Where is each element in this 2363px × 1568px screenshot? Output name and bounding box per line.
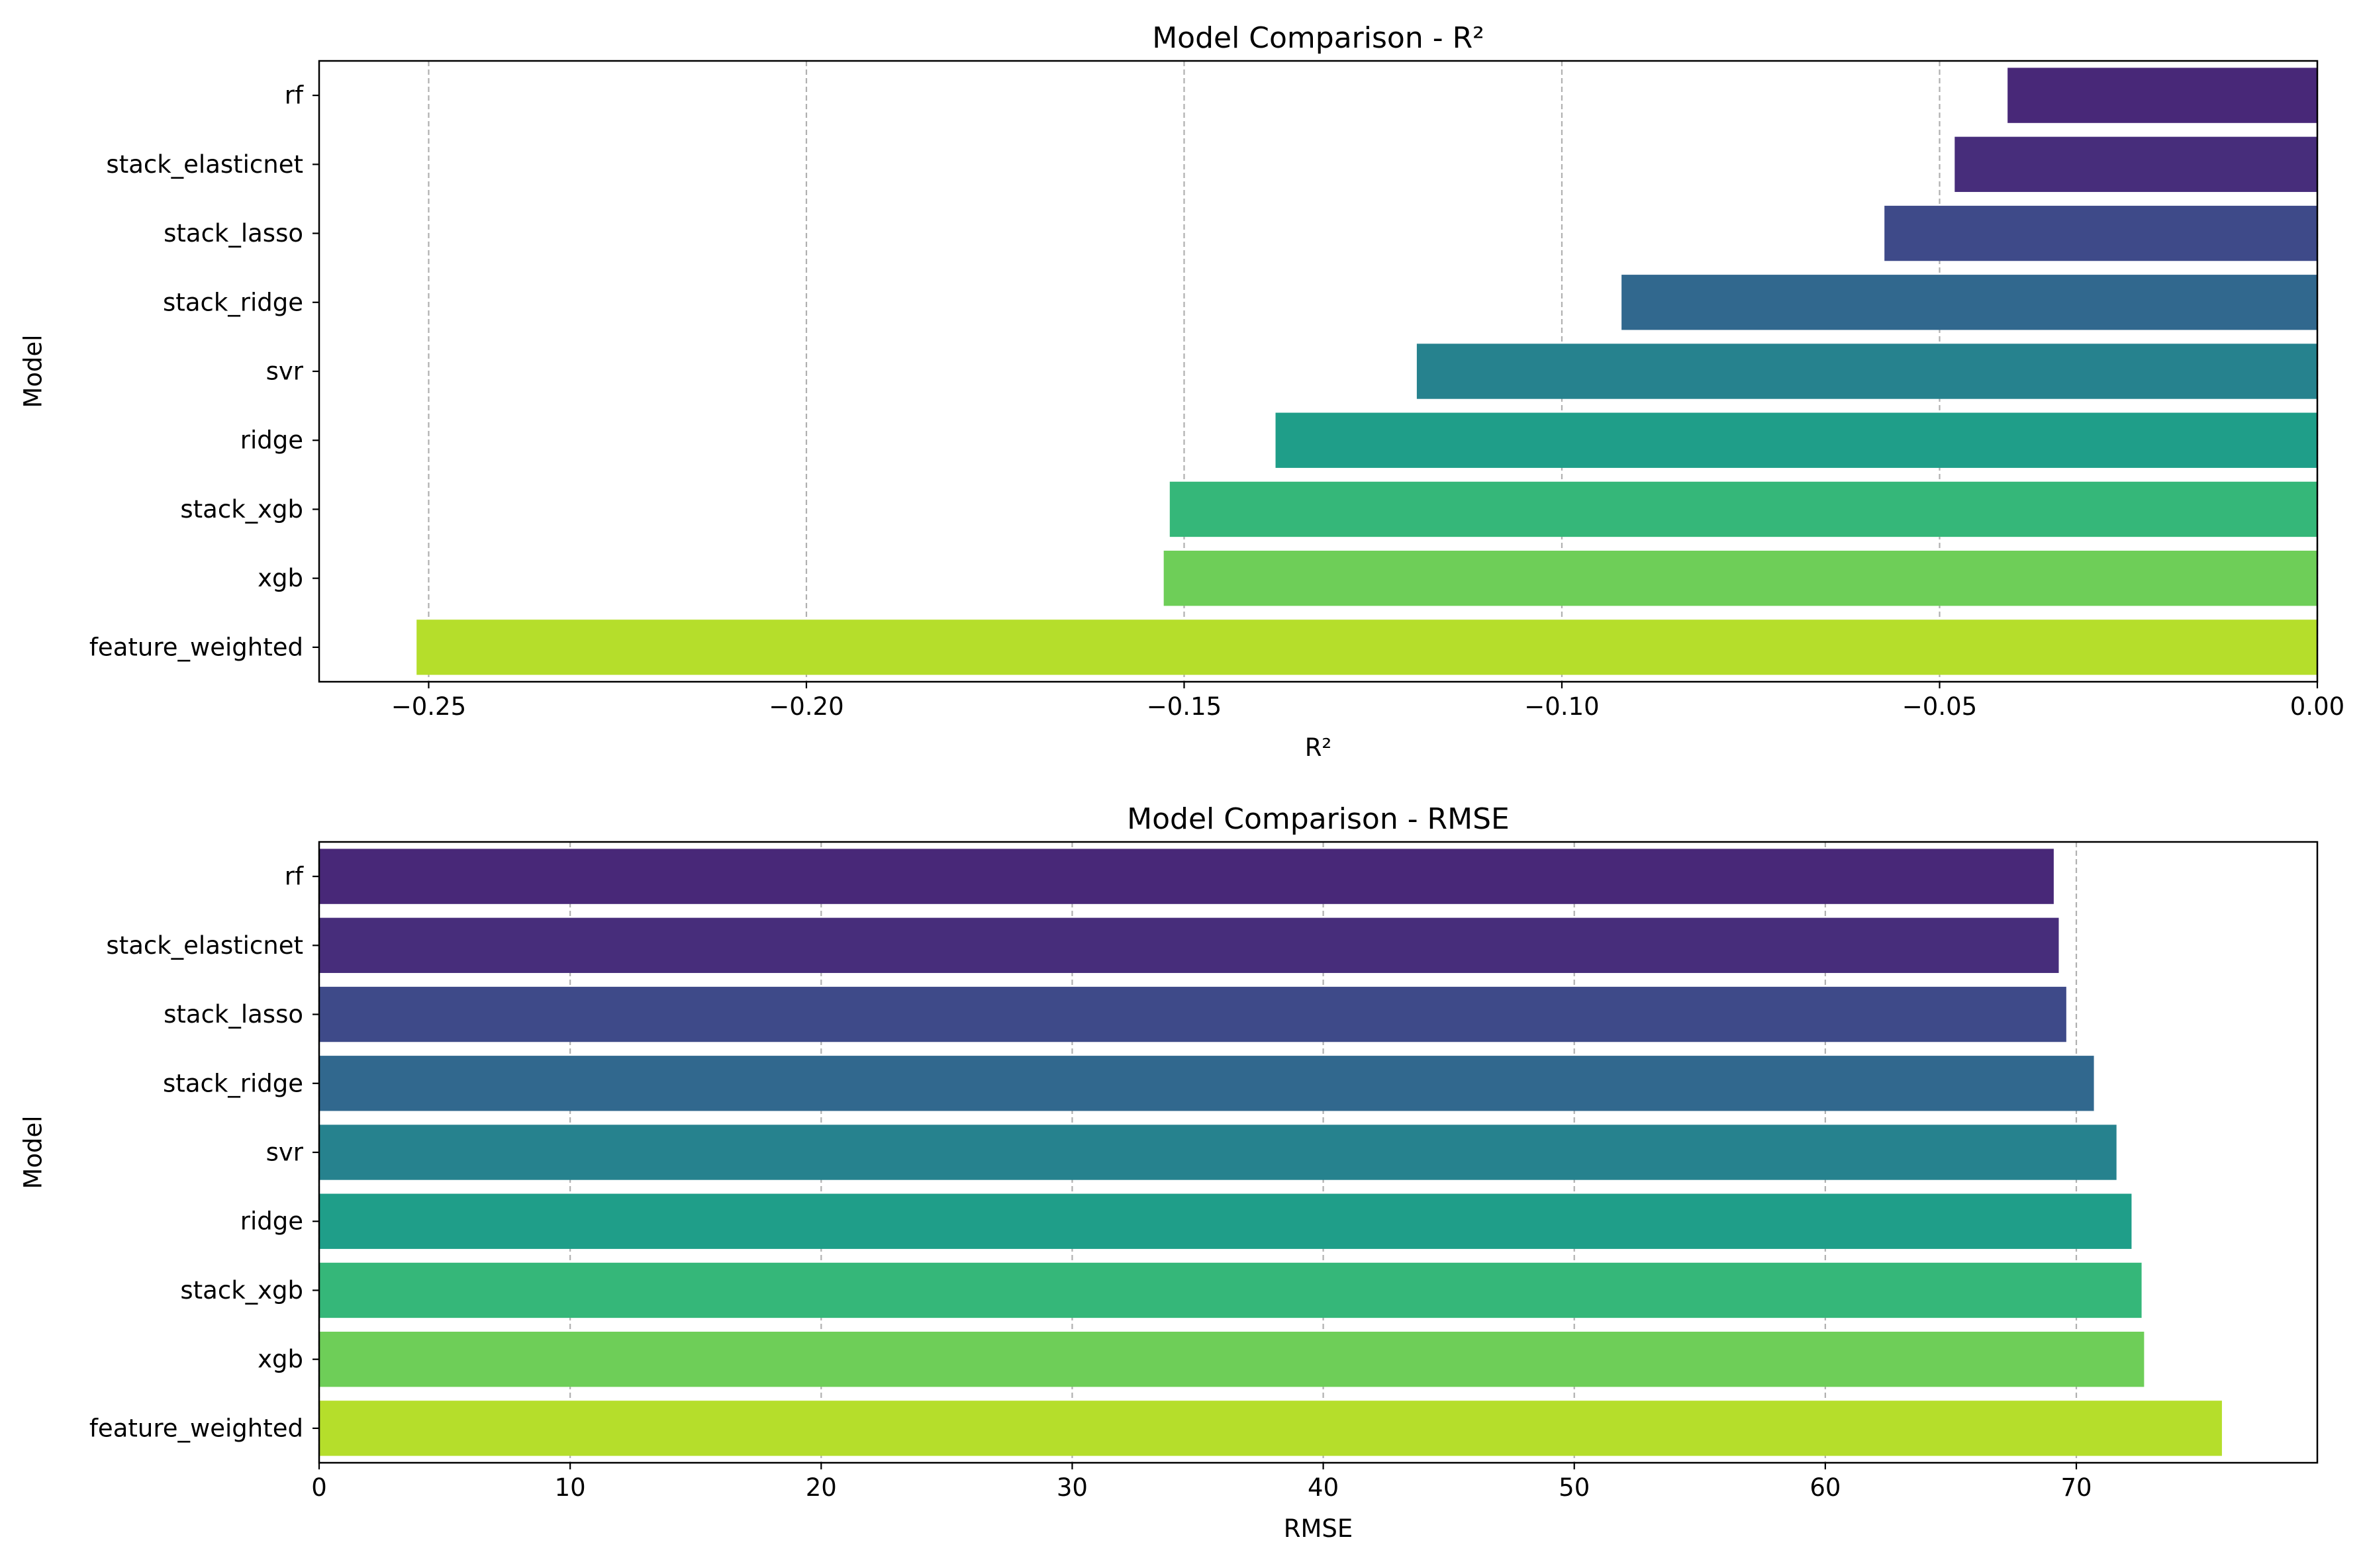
bar-rf: [2007, 68, 2317, 123]
x-tick-label: 60: [1809, 1473, 1841, 1502]
x-tick-label: 20: [806, 1473, 837, 1502]
y-axis-label: Model: [19, 334, 48, 408]
y-tick-label: xgb: [258, 1345, 303, 1373]
bar-stack_xgb: [1169, 481, 2317, 537]
x-tick-label: 0.00: [2290, 692, 2344, 721]
bar-stack_lasso: [319, 986, 2066, 1042]
y-tick-label: ridge: [240, 426, 303, 455]
y-tick-label: feature_weighted: [89, 633, 303, 661]
bar-stack_ridge: [319, 1056, 2094, 1111]
x-tick-label: 10: [555, 1473, 586, 1502]
y-tick-label: svr: [266, 357, 304, 386]
y-tick-label: stack_elasticnet: [106, 150, 303, 179]
x-tick-label: −0.15: [1147, 692, 1222, 721]
bar-xgb: [1163, 550, 2317, 606]
x-tick-label: 70: [2060, 1473, 2092, 1502]
chart-title: Model Comparison - R²: [1152, 21, 1484, 55]
y-tick-label: stack_lasso: [164, 219, 303, 248]
x-tick-label: −0.20: [769, 692, 844, 721]
x-tick-label: 30: [1057, 1473, 1088, 1502]
bar-stack_elasticnet: [1954, 136, 2317, 193]
y-tick-label: svr: [266, 1138, 304, 1167]
bar-stack_lasso: [1884, 205, 2317, 261]
chart-title: Model Comparison - RMSE: [1127, 802, 1510, 836]
bar-stack_ridge: [1621, 275, 2317, 330]
y-tick-label: stack_elasticnet: [106, 931, 303, 960]
x-tick-label: −0.05: [1902, 692, 1977, 721]
y-tick-label: rf: [285, 862, 304, 891]
x-tick-label: −0.25: [391, 692, 466, 721]
y-tick-label: stack_ridge: [163, 1069, 303, 1097]
bar-stack_xgb: [319, 1262, 2142, 1318]
y-tick-label: stack_xgb: [180, 1276, 303, 1305]
y-tick-label: stack_xgb: [180, 495, 303, 524]
y-tick-label: ridge: [240, 1207, 303, 1236]
bar-svr: [319, 1125, 2117, 1180]
bar-svr: [1416, 344, 2317, 399]
bar-feature_weighted: [416, 620, 2318, 675]
bar-ridge: [319, 1193, 2132, 1249]
y-axis-label: Model: [19, 1115, 48, 1189]
y-tick-label: xgb: [258, 564, 303, 592]
bar-feature_weighted: [319, 1401, 2222, 1456]
x-axis-label: RMSE: [1284, 1514, 1353, 1543]
bar-xgb: [319, 1331, 2145, 1387]
r2-chart: rf stack_elasticnet stack_lasso stack_ridge…: [19, 21, 2345, 762]
y-tick-label: feature_weighted: [89, 1414, 303, 1442]
bar-stack_elasticnet: [319, 917, 2059, 974]
y-tick-label: stack_ridge: [163, 288, 303, 316]
x-tick-label: 50: [1559, 1473, 1590, 1502]
bar-ridge: [1275, 412, 2317, 468]
y-tick-label: rf: [285, 81, 304, 110]
x-tick-label: 40: [1308, 1473, 1339, 1502]
bar-rf: [319, 849, 2054, 904]
x-tick-label: 0: [311, 1473, 327, 1502]
x-tick-label: −0.10: [1524, 692, 1599, 721]
x-axis-label: R²: [1305, 733, 1332, 762]
rmse-chart: rf stack_elasticnet stack_lasso stack_ridge…: [19, 802, 2319, 1543]
y-tick-label: stack_lasso: [164, 1000, 303, 1029]
